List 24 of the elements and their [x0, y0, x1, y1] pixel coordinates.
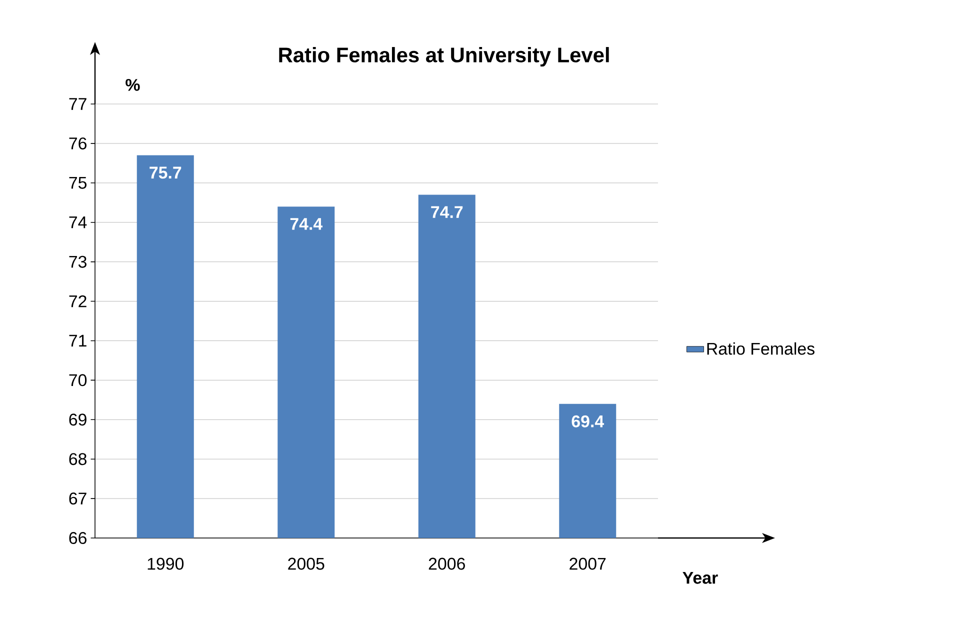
- x-tick-label: 2006: [428, 558, 465, 570]
- y-tick-label: 77: [69, 98, 86, 110]
- y-tick-label: 69: [69, 414, 86, 426]
- chart-title: Ratio Females at University Level: [279, 47, 609, 67]
- y-tick-label: 75: [69, 176, 87, 189]
- data-label: 69.4: [572, 415, 604, 428]
- y-tick-label: 72: [69, 295, 86, 308]
- x-tick-label: 1990: [148, 558, 184, 570]
- y-tick-label: 71: [69, 334, 86, 347]
- y-tick-label: 73: [69, 256, 86, 268]
- data-label: 74.7: [431, 206, 463, 218]
- y-tick-label: 68: [69, 453, 86, 466]
- x-axis-title: Year: [682, 572, 718, 584]
- x-tick-label: 2007: [570, 558, 606, 570]
- y-tick-label: 76: [69, 137, 86, 150]
- y-tick-label: 67: [69, 492, 86, 505]
- y-tick-label: 70: [69, 374, 87, 386]
- data-label: 74.4: [290, 218, 323, 230]
- y-tick-label: 66: [69, 532, 86, 544]
- data-label: 75.7: [150, 166, 182, 179]
- x-tick-label: 2005: [288, 558, 324, 570]
- y-axis-title: %: [126, 78, 140, 91]
- legend-label: Ratio Females: [707, 342, 814, 355]
- y-tick-label: 74: [69, 216, 87, 228]
